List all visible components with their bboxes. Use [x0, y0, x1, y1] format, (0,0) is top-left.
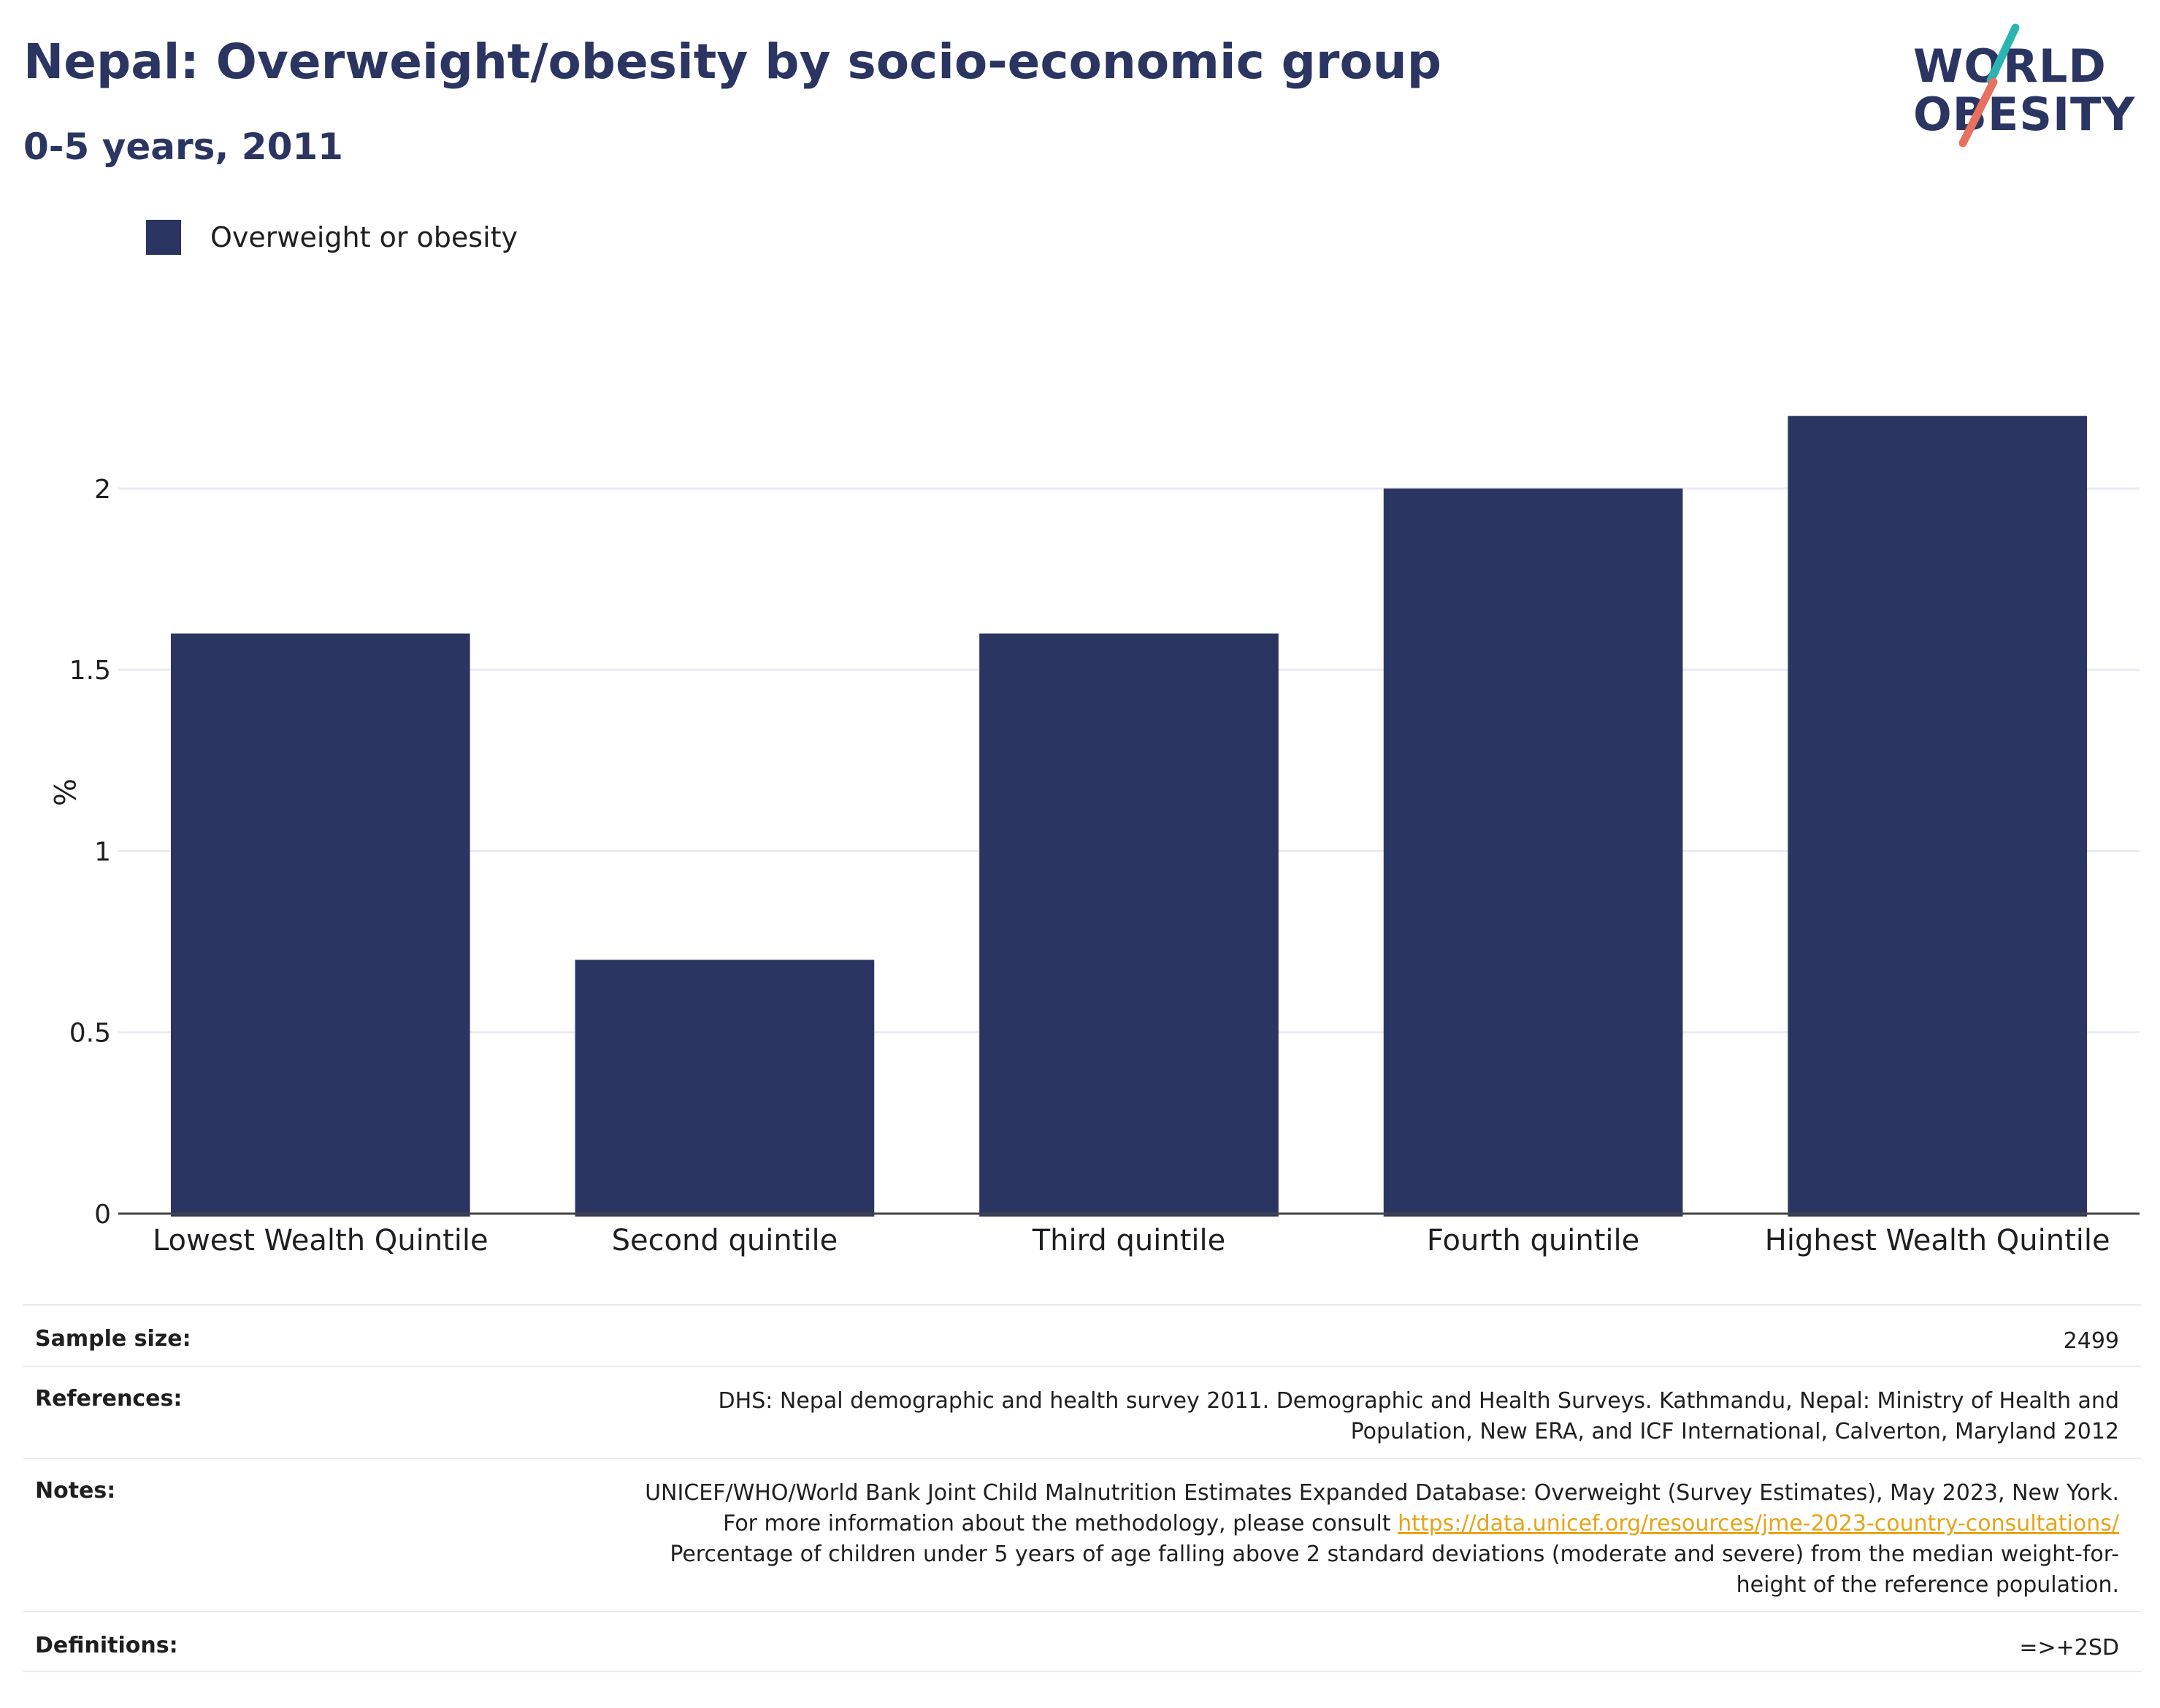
- sample-size-label: Sample size:: [35, 1326, 191, 1352]
- notes-text: UNICEF/WHO/World Bank Joint Child Malnut…: [645, 1480, 2119, 1536]
- y-tick-label: 0.5: [69, 1019, 111, 1049]
- x-tick-label: Lowest Wealth Quintile: [153, 1224, 489, 1257]
- bar[interactable]: [575, 960, 875, 1217]
- legend-swatch: [146, 220, 181, 255]
- notes-link[interactable]: https://data.unicef.org/resources/jme-20…: [1398, 1511, 2119, 1536]
- y-axis-label: %: [47, 778, 80, 806]
- y-tick-label: 1: [94, 837, 111, 867]
- notes-value: UNICEF/WHO/World Bank Joint Child Malnut…: [615, 1478, 2119, 1601]
- references-row: References: DHS: Nepal demographic and h…: [23, 1366, 2141, 1458]
- y-tick-label: 1.5: [69, 656, 111, 686]
- references-label: References:: [35, 1386, 183, 1412]
- notes-text-continued: Percentage of children under 5 years of …: [670, 1542, 2119, 1598]
- legend-label: Overweight or obesity: [210, 221, 518, 253]
- y-tick-label: 2: [94, 475, 111, 505]
- chart-legend: Overweight or obesity: [146, 219, 518, 256]
- notes-label: Notes:: [35, 1478, 116, 1504]
- notes-row: Notes: UNICEF/WHO/World Bank Joint Child…: [23, 1458, 2141, 1611]
- logo-line-2: OBESITY: [1913, 88, 2136, 141]
- x-tick-label: Highest Wealth Quintile: [1765, 1224, 2110, 1257]
- bar[interactable]: [1383, 488, 1683, 1217]
- x-tick-label: Fourth quintile: [1427, 1224, 1639, 1257]
- bar[interactable]: [1788, 415, 2088, 1217]
- world-obesity-logo: WORLD OBESITY: [1899, 20, 2147, 159]
- definitions-label: Definitions:: [35, 1633, 178, 1658]
- references-value: DHS: Nepal demographic and health survey…: [718, 1388, 2119, 1444]
- y-tick-label: 0: [94, 1200, 111, 1230]
- sample-size-value: 2499: [2063, 1328, 2119, 1354]
- page-title: Nepal: Overweight/obesity by socio-econo…: [23, 34, 1442, 90]
- info-table: Sample size: 2499 References: DHS: Nepal…: [23, 1304, 2141, 1672]
- bar-chart: 0 0.5 1 1.5 2% Lowest Wealth Quintile Second q…: [47, 415, 2140, 1257]
- bar[interactable]: [979, 633, 1279, 1217]
- x-tick-label: Third quintile: [1032, 1224, 1225, 1257]
- definitions-row: Definitions: =>+2SD: [23, 1611, 2141, 1672]
- bar[interactable]: [170, 633, 470, 1217]
- x-tick-label: Second quintile: [612, 1224, 838, 1257]
- logo-slash-icon: [1958, 23, 2020, 148]
- page-subtitle: 0-5 years, 2011: [23, 126, 343, 168]
- sample-size-row: Sample size: 2499: [23, 1304, 2141, 1366]
- definitions-value: =>+2SD: [2019, 1635, 2119, 1661]
